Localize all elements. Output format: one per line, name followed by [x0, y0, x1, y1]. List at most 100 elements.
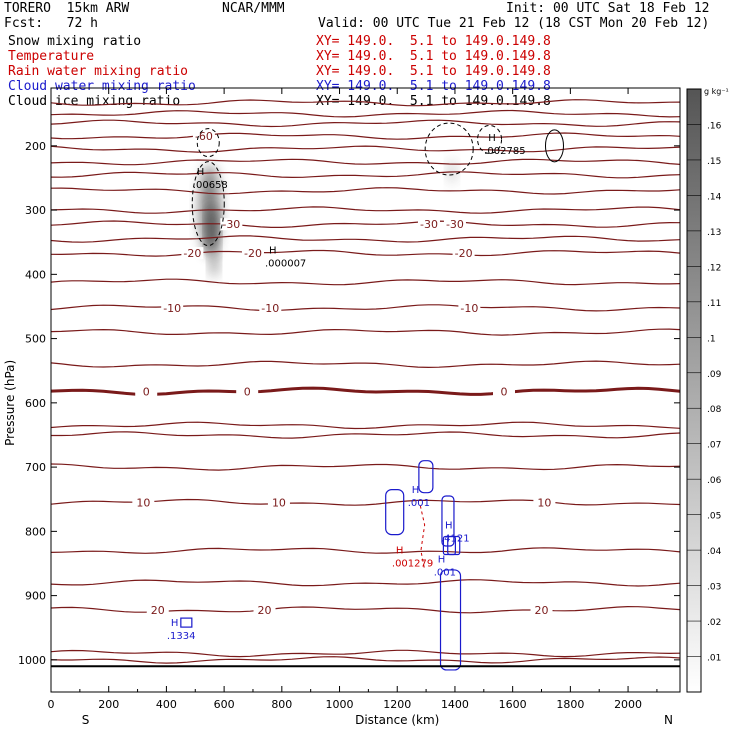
x-tick-label: 200 [98, 698, 119, 711]
maximum-value-label: .001 [408, 498, 430, 509]
maximum-value-label: .4121 [441, 534, 470, 545]
isotherm-label-bg [267, 496, 290, 509]
colorbar-tick-label: .13 [707, 228, 721, 238]
isotherm-label-bg [259, 301, 282, 314]
plot-frame [50, 87, 681, 693]
isotherm-label: 0 [143, 385, 150, 398]
field-xy-temperature: XY= 149.0. 5.1 to 149.0.149.8 [316, 49, 551, 64]
x-tick-label: 1000 [326, 698, 354, 711]
org-label: NCAR/MMM [222, 1, 285, 16]
isotherm-label: 10 [537, 496, 551, 509]
maximum-marker: H [396, 546, 404, 557]
isotherm-label: -30 [420, 218, 438, 231]
field-xy-snow: XY= 149.0. 5.1 to 149.0.149.8 [316, 34, 551, 49]
x-tick-label: 1200 [383, 698, 411, 711]
x-tick-label: 1400 [441, 698, 469, 711]
x-tick-label: 800 [271, 698, 292, 711]
x-tick-label: 1800 [556, 698, 584, 711]
isotherm-label-bg [236, 385, 259, 398]
colorbar-tick-label: .01 [707, 654, 721, 664]
field-name-snow: Snow mixing ratio [8, 34, 142, 49]
isotherm-label: -30 [446, 218, 464, 231]
cloud-water-contour [385, 488, 405, 536]
isotherm-label: -10 [163, 302, 181, 315]
isotherm-label: -20 [183, 247, 201, 260]
x-axis-label: Distance (km) [355, 713, 439, 727]
model-title: TORERO 15km ARW [4, 1, 130, 16]
isotherm-label-bg [253, 603, 276, 616]
y-tick-label: 400 [25, 268, 46, 281]
cloud-water-contour [447, 535, 461, 556]
isotherm-label-bg [146, 603, 169, 616]
isotherm-line [51, 579, 680, 587]
colorbar-tick-label: .15 [707, 157, 721, 167]
isotherm-line [51, 158, 680, 166]
maximum-value-label: .002785 [484, 146, 525, 157]
colorbar-tick-label: .08 [707, 405, 722, 415]
maximum-marker: H [269, 245, 277, 256]
isotherm-label: -20 [244, 247, 262, 260]
cloud-water-contour [439, 569, 462, 671]
isotherm-line [51, 649, 680, 658]
isotherm-line-10 [51, 498, 680, 506]
cloud-ice-contour [191, 161, 225, 247]
colorbar-tick-label: .1 [707, 334, 716, 344]
isotherm-label-bg [241, 247, 264, 260]
isotherm-label-bg [135, 385, 158, 398]
isotherm-line [51, 463, 680, 471]
x-tick-label: 600 [214, 698, 235, 711]
field-xy-cloud-water: XY= 149.0. 5.1 to 149.0.149.8 [316, 79, 551, 94]
isotherm-line [51, 235, 680, 243]
colorbar-tick-label: .06 [707, 476, 722, 486]
isotherm-line [51, 328, 680, 336]
isotherm-label: 20 [151, 604, 165, 617]
isotherm-label-bg [417, 218, 440, 231]
isotherm-label: -10 [460, 302, 478, 315]
isotherm-line [51, 278, 680, 286]
y-tick-label: 600 [25, 397, 46, 410]
isotherm-line [51, 431, 680, 439]
isotherm-label-bg [132, 496, 155, 509]
y-tick-label: 500 [25, 333, 46, 346]
colorbar-tick-label: .14 [707, 192, 722, 202]
isotherm-label-bg [181, 247, 204, 260]
colorbar-unit: g kg⁻¹ [704, 87, 729, 96]
isotherm-line--10 [51, 304, 680, 312]
cloud-ice-contour [544, 129, 564, 163]
maximum-value-label: .00658 [193, 180, 228, 191]
isotherm-line [51, 171, 680, 179]
maxima-labels: H.00658H.000007H.002785H.001H.4121H.0012… [167, 133, 526, 642]
x-tick-label: 1600 [499, 698, 527, 711]
colorbar-tick-label: .05 [707, 512, 721, 522]
maximum-value-label: .001279 [392, 559, 433, 570]
colorbar-tick-label: .11 [707, 299, 721, 309]
isotherm-line--20 [51, 249, 680, 257]
isotherm-line [51, 206, 680, 214]
cloud-water-contour [180, 617, 193, 628]
temperature-isotherms: -60 -30 -30 -30 -20 -20 -20 -10 -10 -10 0 0 0 10 10 10 2… [51, 99, 680, 664]
maximum-marker: H [412, 485, 420, 496]
isotherm-label-bg [220, 218, 243, 231]
colorbar-tick-label: .07 [707, 441, 721, 451]
valid-time: Valid: 00 UTC Tue 21 Feb 12 (18 CST Mon … [318, 16, 710, 31]
isotherm-label: -30 [222, 218, 240, 231]
isotherm-label-bg [452, 247, 475, 260]
y-tick-label: 1000 [18, 654, 46, 667]
isotherm-line--30 [51, 220, 680, 228]
isotherm-label-bg [443, 218, 466, 231]
isotherm-label-bg [192, 130, 215, 143]
rain-water-contour [419, 505, 426, 571]
isotherm-label: 10 [136, 496, 150, 509]
colorbar-tick-label: .02 [707, 618, 721, 628]
isotherm-line [51, 360, 680, 369]
y-tick-label: 800 [25, 525, 46, 538]
x-tick-label: 2000 [614, 698, 642, 711]
cloud-ice-contour [424, 122, 474, 176]
cloud-ice-contour [477, 124, 503, 154]
isotherm-line [51, 547, 680, 554]
colorbar: .01 .02 .03 .04 .05 .06 .07 .08 .09 .1 .11 .12 .13 .1… [686, 87, 729, 693]
maximum-value-label: .000007 [265, 258, 306, 269]
isotherm-label: 0 [500, 385, 507, 398]
cloud-ice-contour [196, 128, 220, 158]
